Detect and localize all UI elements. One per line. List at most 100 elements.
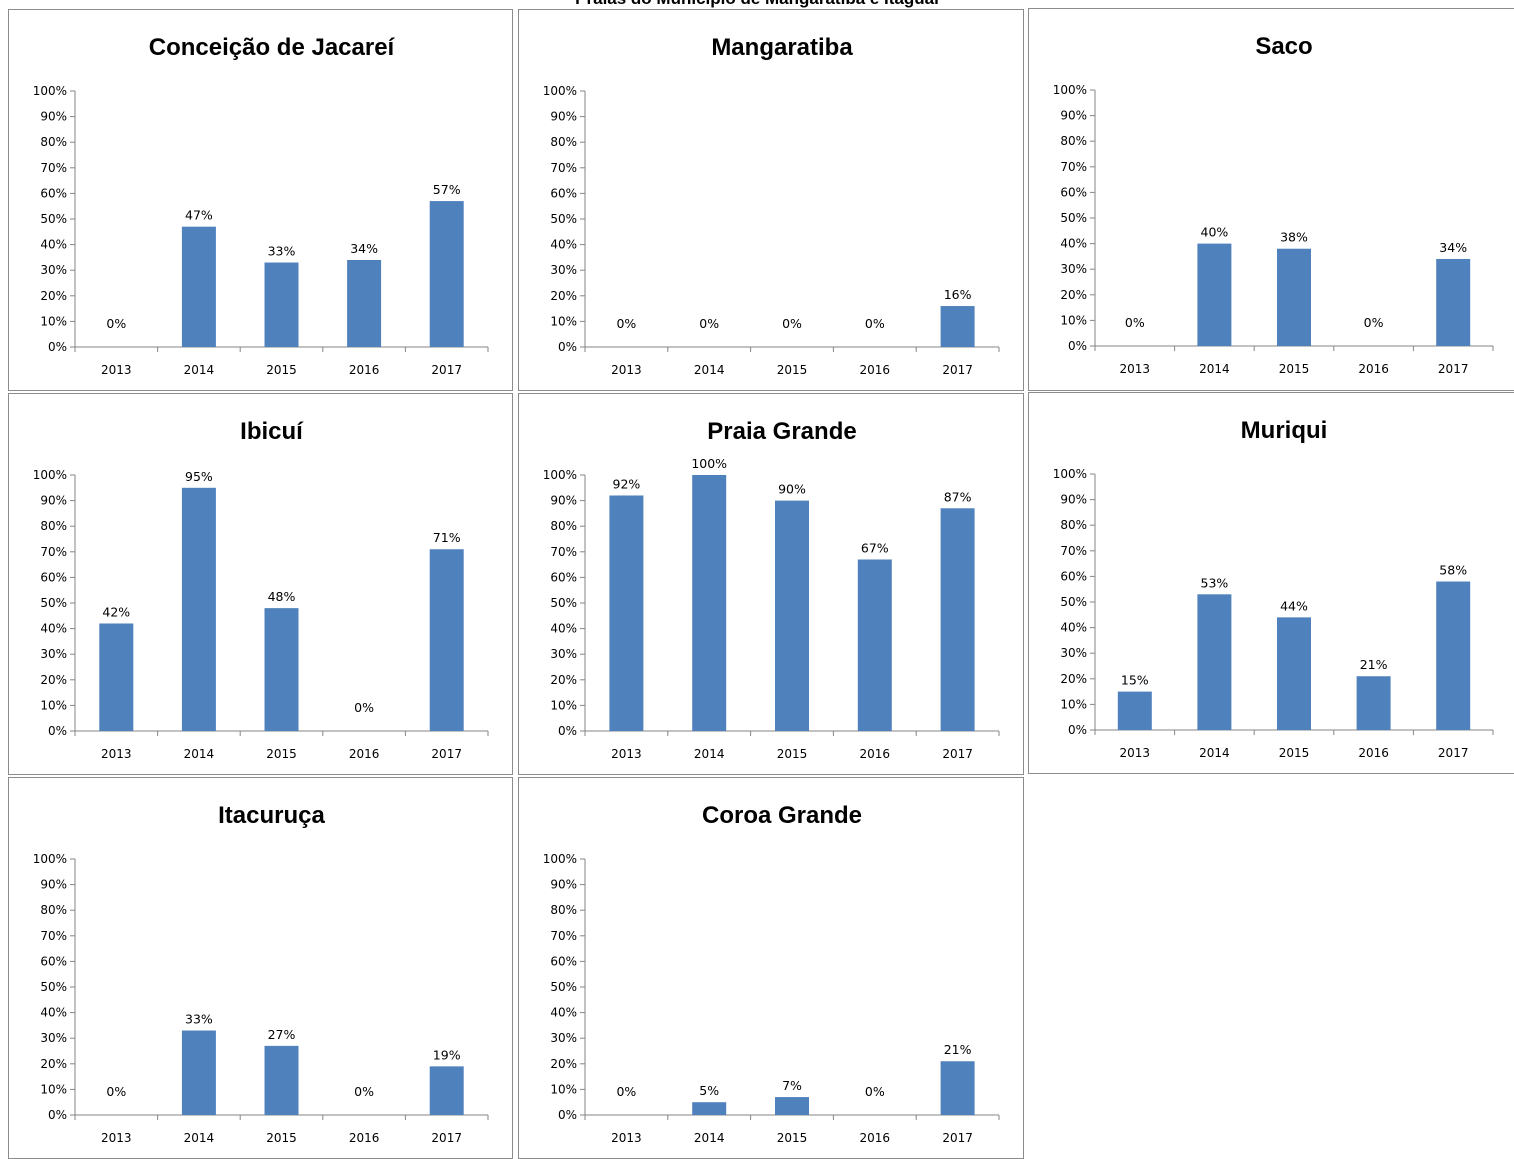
data-label: 53% [1201, 575, 1229, 590]
x-tick-label: 2015 [266, 1131, 297, 1145]
y-tick-label: 90% [550, 110, 577, 124]
y-tick-label: 70% [550, 161, 577, 175]
y-tick-label: 80% [550, 903, 577, 917]
x-tick-label: 2017 [431, 747, 462, 761]
y-tick-label: 20% [40, 1057, 67, 1071]
x-tick-label: 2013 [101, 1131, 132, 1145]
y-tick-label: 60% [550, 186, 577, 200]
y-tick-label: 70% [1060, 544, 1087, 558]
y-tick-label: 40% [40, 622, 67, 636]
data-label: 95% [185, 469, 213, 484]
data-label: 34% [350, 241, 378, 256]
y-tick-label: 0% [558, 1108, 577, 1122]
bar-2017 [940, 1061, 975, 1115]
y-tick-label: 50% [40, 212, 67, 226]
bar-2017 [940, 508, 975, 731]
y-tick-label: 70% [1060, 160, 1087, 174]
data-label: 47% [185, 208, 213, 223]
bar-2015 [264, 1045, 299, 1115]
y-tick-label: 80% [40, 519, 67, 533]
y-tick-label: 30% [550, 647, 577, 661]
x-tick-label: 2016 [1358, 746, 1389, 760]
chart-panel-itacuruca: Itacuruça 0% 10% 20% 30% 40% 50% 60% 70% 80% 90% 10… [8, 777, 513, 1159]
x-tick-label: 2016 [860, 1131, 891, 1145]
data-label: 0% [616, 1084, 636, 1099]
data-label: 0% [782, 316, 802, 331]
x-tick-label: 2015 [1279, 362, 1310, 376]
x-tick-label: 2014 [1199, 746, 1230, 760]
x-tick-label: 2017 [942, 363, 973, 377]
chart-title: Praia Grande [707, 418, 856, 445]
y-tick-label: 10% [40, 1082, 67, 1096]
y-tick-label: 30% [40, 647, 67, 661]
data-label: 42% [102, 604, 130, 619]
y-tick-label: 60% [40, 570, 67, 584]
bar-2014 [1197, 594, 1232, 730]
x-tick-label: 2015 [266, 747, 297, 761]
y-tick-label: 40% [550, 238, 577, 252]
data-label: 0% [616, 316, 636, 331]
y-tick-label: 70% [40, 161, 67, 175]
x-tick-label: 2013 [611, 747, 642, 761]
y-tick-label: 100% [543, 84, 577, 98]
y-tick-label: 0% [48, 1108, 67, 1122]
data-label: 0% [106, 316, 126, 331]
y-tick-label: 10% [40, 314, 67, 328]
page-title: Praias do Município de Mangaratiba e Ita… [0, 0, 1514, 9]
y-tick-label: 50% [550, 980, 577, 994]
bar-chart: Praia Grande 0% 10% 20% 30% 40% 50% 60% 70% 80% 90… [543, 418, 1000, 761]
y-tick-label: 50% [550, 596, 577, 610]
chart-panel-conceicao-de-jacarei: Conceição de Jacareí 0% 10% 20% 30% 40% 50% 60%… [8, 9, 513, 391]
x-tick-label: 2016 [1358, 362, 1389, 376]
y-tick-label: 70% [550, 929, 577, 943]
y-tick-label: 40% [1060, 621, 1087, 635]
data-label: 87% [944, 489, 972, 504]
x-tick-label: 2016 [349, 363, 380, 377]
data-label: 19% [433, 1047, 461, 1062]
y-tick-label: 20% [40, 289, 67, 303]
y-tick-label: 100% [543, 852, 577, 866]
x-tick-label: 2017 [431, 363, 462, 377]
x-tick-label: 2013 [1120, 362, 1151, 376]
bar-2015 [264, 608, 299, 731]
y-tick-label: 40% [1060, 237, 1087, 251]
bar-2016 [347, 259, 382, 347]
bar-2014 [181, 487, 216, 731]
data-label: 44% [1280, 598, 1308, 613]
bar-2013 [99, 623, 134, 731]
x-tick-label: 2015 [266, 363, 297, 377]
y-tick-label: 80% [40, 135, 67, 149]
bar-chart: Ibicuí 0% 10% 20% 30% 40% 50% 60% 70% 80% 90% 100% 4… [33, 418, 489, 761]
x-tick-label: 2016 [860, 363, 891, 377]
y-tick-label: 30% [550, 263, 577, 277]
data-label: 0% [354, 700, 374, 715]
y-tick-label: 40% [550, 1006, 577, 1020]
bar-2015 [264, 262, 299, 347]
data-label: 7% [782, 1078, 802, 1093]
bar-2017 [429, 549, 464, 731]
y-tick-label: 20% [1060, 672, 1087, 686]
data-label: 15% [1121, 673, 1149, 688]
y-tick-label: 30% [550, 1031, 577, 1045]
chart-title: Coroa Grande [702, 802, 862, 829]
bar-chart: Mangaratiba 0% 10% 20% 30% 40% 50% 60% 70% 80% 90%… [543, 34, 1000, 377]
y-tick-label: 60% [550, 570, 577, 584]
chart-panel-ibicui: Ibicuí 0% 10% 20% 30% 40% 50% 60% 70% 80% 90% 100% 4… [8, 393, 513, 775]
y-tick-label: 100% [33, 468, 67, 482]
y-tick-label: 10% [550, 698, 577, 712]
data-label: 92% [613, 476, 641, 491]
y-tick-label: 80% [550, 135, 577, 149]
x-tick-label: 2013 [611, 363, 642, 377]
bar-2015 [1277, 248, 1311, 346]
data-label: 100% [691, 456, 727, 471]
data-label: 0% [865, 316, 885, 331]
y-tick-label: 60% [1060, 569, 1087, 583]
x-tick-label: 2017 [942, 1131, 973, 1145]
y-tick-label: 0% [48, 724, 67, 738]
x-tick-label: 2013 [1120, 746, 1151, 760]
x-tick-label: 2015 [777, 363, 808, 377]
bar-2013 [1117, 691, 1152, 730]
bar-2015 [1277, 617, 1311, 730]
y-tick-label: 60% [40, 954, 67, 968]
data-label: 21% [944, 1042, 972, 1057]
